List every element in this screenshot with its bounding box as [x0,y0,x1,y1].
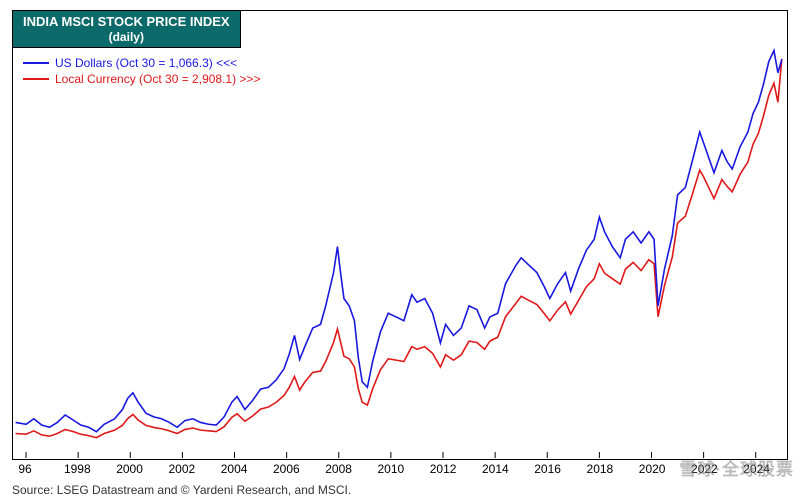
x-tick-label: 2018 [587,462,614,476]
source-text: Source: LSEG Datastream and © Yardeni Re… [12,483,351,497]
watermark: 雪球·全球股票 [679,455,794,480]
chart-frame: INDIA MSCI STOCK PRICE INDEX (daily) US … [12,10,788,460]
x-tick-label: 2002 [168,462,195,476]
x-tick-label: 2012 [430,462,457,476]
x-tick-label: 2008 [325,462,352,476]
x-tick-label: 2016 [534,462,561,476]
x-tick-label: 2020 [639,462,666,476]
x-tick-label: 1998 [64,462,91,476]
x-tick-label: 2006 [273,462,300,476]
x-tick-label: 2010 [377,462,404,476]
x-tick-label: 96 [18,462,31,476]
x-tick-label: 2004 [221,462,248,476]
x-tick-label: 2014 [482,462,509,476]
x-tick-label: 2000 [116,462,143,476]
plot-svg [13,11,787,459]
